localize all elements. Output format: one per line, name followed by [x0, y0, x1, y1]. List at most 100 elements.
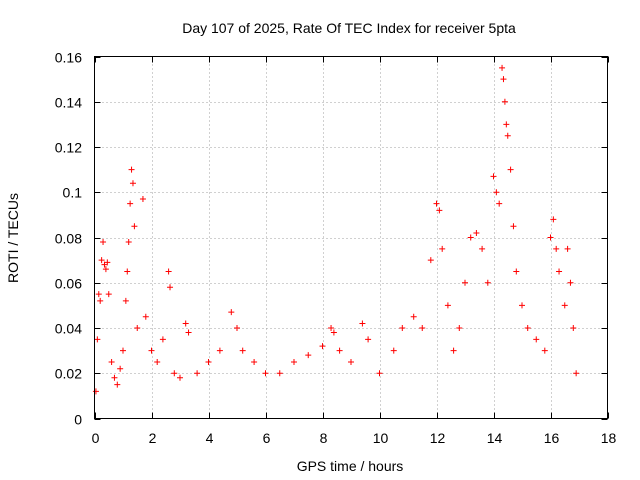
- data-point: [359, 320, 366, 327]
- data-point: [105, 291, 112, 298]
- y-tick-label: 0.16: [55, 50, 82, 66]
- data-point: [365, 336, 372, 343]
- data-points: [92, 64, 580, 395]
- data-point: [122, 297, 129, 304]
- data-point: [510, 223, 517, 230]
- data-point: [102, 266, 109, 273]
- data-point: [134, 325, 141, 331]
- data-point: [104, 259, 111, 266]
- data-point: [114, 381, 121, 388]
- x-tick-label: 12: [430, 430, 446, 446]
- data-point: [98, 257, 105, 264]
- data-point: [262, 370, 269, 377]
- data-point: [433, 200, 440, 207]
- y-tick-label: 0.04: [55, 321, 82, 337]
- data-point: [462, 279, 468, 286]
- data-point: [507, 166, 514, 173]
- data-point: [129, 180, 136, 187]
- data-point: [125, 239, 132, 246]
- data-point: [185, 329, 192, 336]
- x-tick-label: 0: [92, 430, 100, 446]
- data-point: [484, 279, 491, 286]
- data-point: [291, 358, 297, 365]
- data-point: [139, 196, 146, 203]
- data-point: [556, 268, 563, 275]
- data-point: [496, 200, 503, 207]
- data-point: [127, 200, 134, 207]
- data-point: [490, 173, 497, 180]
- data-point: [500, 76, 507, 83]
- data-point: [239, 347, 246, 354]
- data-point: [553, 245, 560, 252]
- data-point: [519, 302, 525, 309]
- y-tick-label: 0.14: [55, 95, 82, 111]
- chart-title: Day 107 of 2025, Rate Of TEC Index for r…: [182, 20, 516, 36]
- data-point: [541, 347, 548, 354]
- data-point: [504, 132, 511, 139]
- data-point: [456, 325, 463, 331]
- tick-labels: 0 2 4 6 8 10 12 14 16 18 0 0.02 0.04 0.06 0.08 0.1 0.12 0…: [55, 50, 617, 447]
- data-point: [547, 234, 554, 241]
- y-tick-label: 0.02: [55, 366, 82, 382]
- data-point: [390, 347, 397, 354]
- data-point: [194, 370, 201, 377]
- data-point: [94, 336, 101, 343]
- data-point: [108, 358, 115, 365]
- data-point: [399, 325, 406, 331]
- data-point: [128, 166, 135, 173]
- data-point: [154, 358, 161, 365]
- data-point: [567, 279, 574, 286]
- data-point: [117, 365, 124, 372]
- data-point: [427, 257, 434, 264]
- data-point: [493, 189, 500, 196]
- data-point: [444, 302, 451, 309]
- data-point: [564, 245, 571, 252]
- data-point: [501, 98, 508, 105]
- data-point: [570, 325, 577, 331]
- data-point: [503, 121, 510, 128]
- data-point: [533, 336, 540, 343]
- data-point: [182, 320, 189, 327]
- data-point: [573, 370, 580, 377]
- data-point: [165, 268, 172, 275]
- data-point: [479, 245, 486, 252]
- data-point: [450, 347, 457, 354]
- x-tick-label: 2: [149, 430, 157, 446]
- data-point: [513, 268, 520, 275]
- data-point: [305, 352, 312, 359]
- data-point: [328, 325, 335, 331]
- data-point: [550, 216, 557, 223]
- data-point: [177, 374, 183, 381]
- data-point: [439, 245, 446, 252]
- x-tick-label: 10: [373, 430, 389, 446]
- data-point: [142, 313, 149, 320]
- data-point: [330, 329, 337, 336]
- x-tick-label: 14: [487, 430, 503, 446]
- data-point: [276, 370, 283, 377]
- data-point: [148, 347, 155, 354]
- data-point: [467, 234, 474, 241]
- data-point: [473, 229, 480, 236]
- x-tick-label: 6: [263, 430, 271, 446]
- data-point: [131, 223, 138, 230]
- y-tick-label: 0.1: [63, 185, 83, 201]
- data-point: [100, 239, 107, 246]
- data-point: [124, 268, 131, 275]
- plot-frame: [94, 56, 608, 419]
- data-point: [97, 297, 104, 304]
- data-point: [95, 291, 102, 298]
- data-point: [419, 325, 426, 331]
- data-point: [499, 64, 506, 71]
- data-point: [92, 388, 99, 395]
- data-point: [410, 313, 417, 320]
- x-tick-label: 16: [544, 430, 560, 446]
- data-point: [436, 207, 443, 214]
- data-point: [348, 358, 354, 365]
- data-point: [120, 347, 126, 354]
- data-point: [251, 358, 258, 365]
- data-point: [561, 302, 568, 309]
- x-tick-label: 18: [601, 430, 617, 446]
- y-tick-label: 0.06: [55, 276, 82, 292]
- data-point: [171, 370, 178, 377]
